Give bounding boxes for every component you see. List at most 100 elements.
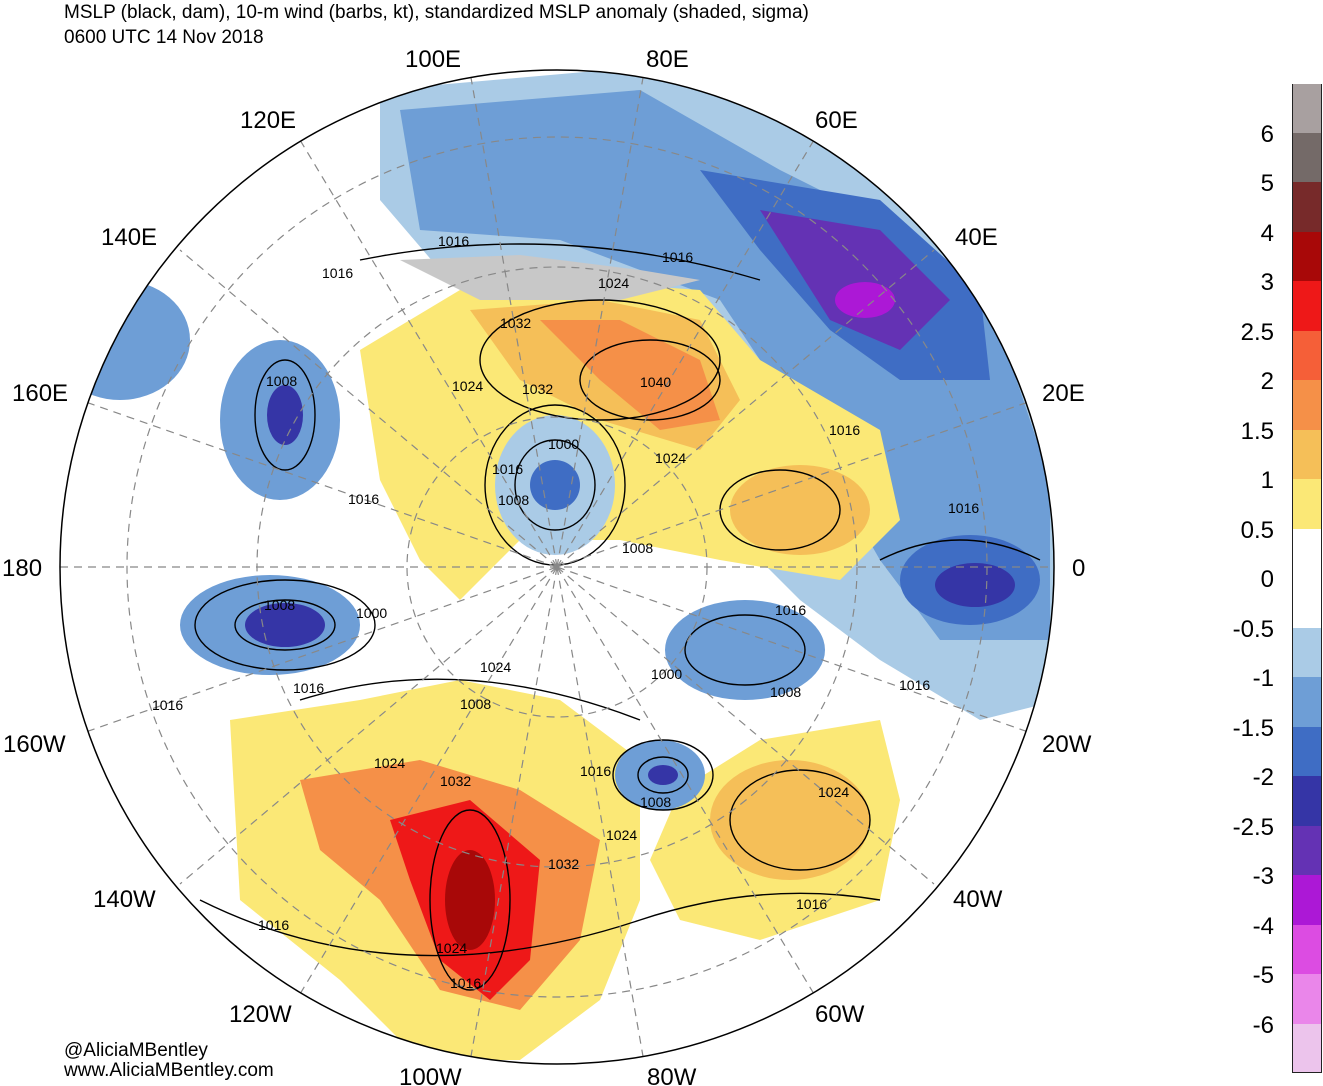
colorbar-swatch [1292,430,1322,479]
colorbar-swatch [1292,925,1322,974]
lon-label-180: 180 [2,555,42,582]
isobar-label: 1016 [492,461,523,477]
anomaly-negative-arctic-low-core [530,460,580,510]
isobar-label: 1024 [452,378,483,394]
anomaly-max-plains [445,850,495,950]
isobar-label: 1008 [266,373,297,389]
colorbar-swatch [1292,232,1322,281]
isobar-label: 1000 [548,436,579,452]
credit-handle: @AliciaMBentley [64,1040,208,1061]
colorbar-label: -3 [1252,863,1274,890]
isobar-label: 1016 [152,697,183,713]
isobar-label: 1016 [899,677,930,693]
anomaly-gray-band [400,255,700,300]
map-title: MSLP (black, dam), 10-m wind (barbs, kt)… [64,0,809,50]
isobar-label: 1000 [356,605,387,621]
isobar-label: 1032 [548,856,579,872]
colorbar-swatch [1292,281,1322,331]
isobar-label-group: 1016 1016 1016 1024 1032 1040 1024 1032 … [152,233,979,991]
colorbar-label: 1 [1260,467,1274,494]
colorbar-label: 4 [1260,220,1274,247]
isobar-label: 1024 [606,827,637,843]
isobar-label: 1008 [498,492,529,508]
colorbar-swatch [1292,331,1322,380]
colorbar-label: 2.5 [1240,319,1274,346]
isobar-label: 1016 [438,233,469,249]
isobar-label: 1016 [829,422,860,438]
lon-label-60w: 60W [815,1001,865,1028]
colorbar-swatch [1292,84,1322,133]
isobar-label: 1008 [264,597,295,613]
colorbar-swatch [1292,380,1322,430]
colorbar-swatch [1292,974,1322,1024]
anomaly-negative-atlantic-core [935,563,1015,607]
isobar-label: 1016 [322,265,353,281]
isobar-label: 1032 [440,773,471,789]
longitude-labels: 100E 80E 120E 60E 140E 40E 160E 20E 180 … [2,46,1092,1086]
anomaly-negative-hudson [665,600,825,700]
isobar-label: 1016 [450,975,481,991]
colorbar-label: -6 [1252,1012,1274,1039]
colorbar-swatch [1292,776,1322,826]
isobar-label: 1040 [640,374,671,390]
isobar-label: 1016 [796,896,827,912]
anomaly-negative-newfoundland-core [648,765,678,785]
isobar-label: 1016 [948,500,979,516]
lon-label-100e: 100E [405,46,461,73]
title-line-1: MSLP (black, dam), 10-m wind (barbs, kt)… [64,2,809,23]
isobar-label: 1032 [500,315,531,331]
lon-label-120e: 120E [240,107,296,134]
colorbar-swatch [1292,826,1322,875]
lon-label-140e: 140E [101,224,157,251]
colorbar-label: 3 [1260,269,1274,296]
isobar-label: 1016 [775,602,806,618]
isobar-label: 1024 [480,659,511,675]
isobar-label: 1016 [662,249,693,265]
lon-label-120w: 120W [229,1001,292,1028]
colorbar-label: -5 [1252,962,1274,989]
title-line-2: 0600 UTC 14 Nov 2018 [64,27,264,48]
colorbar-swatch [1292,182,1322,232]
isobar-label: 1016 [258,917,289,933]
anomaly-positive-arctic-max [540,320,720,430]
isobar-label: 1016 [293,680,324,696]
isobar-label: 1008 [640,794,671,810]
isobar-label: 1024 [598,275,629,291]
isobar-label: 1032 [522,381,553,397]
graticule [60,71,1054,1063]
anomaly-positive-atlantic-core [710,760,870,880]
lon-label-20e: 20E [1042,380,1085,407]
isobar-label: 1016 [580,763,611,779]
lon-label-80e: 80E [646,46,689,73]
colorbar-swatch [1292,479,1322,529]
colorbar-label: 2 [1260,368,1274,395]
colorbar-label: 5 [1260,170,1274,197]
colorbar-label: -1.5 [1232,715,1274,742]
colorbar-label: 0.5 [1240,517,1274,544]
isobar-label: 1016 [348,491,379,507]
lon-label-0: 0 [1072,555,1085,582]
colorbar-swatch [1292,677,1322,727]
isobar-label: 1024 [818,784,849,800]
colorbar-swatch [1292,875,1322,925]
colorbar-label: -4 [1252,913,1274,940]
anomaly-negative-kamchatka-core [267,385,303,445]
isobar-label: 1024 [374,755,405,771]
colorbar-swatch [1292,628,1322,677]
anomaly-min-siberia [835,282,895,318]
isobar-label: 1024 [655,450,686,466]
colorbar-label: -2.5 [1232,814,1274,841]
colorbar-label: 6 [1260,121,1274,148]
colorbar-label: 0 [1260,566,1274,593]
credit-site: www.AliciaMBentley.com [64,1060,274,1081]
colorbar-swatch [1292,529,1322,578]
colorbar-label: -0.5 [1232,616,1274,643]
anomaly-positive-scandinavia [730,465,870,555]
lon-label-140w: 140W [93,886,156,913]
colorbar-label: 1.5 [1240,418,1274,445]
colorbar-swatch [1292,133,1322,182]
lon-label-60e: 60E [815,107,858,134]
isobar-label: 1024 [436,940,467,956]
isobar-label: 1008 [770,684,801,700]
